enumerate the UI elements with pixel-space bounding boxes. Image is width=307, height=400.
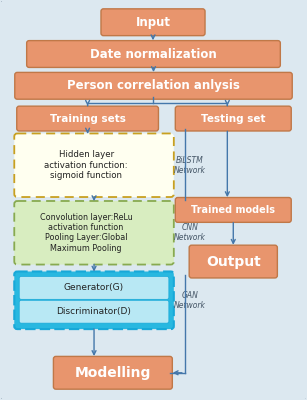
FancyBboxPatch shape (175, 198, 291, 222)
Text: BiLSTM
Network: BiLSTM Network (174, 156, 206, 175)
Text: Output: Output (206, 254, 261, 268)
FancyBboxPatch shape (19, 300, 169, 323)
Text: Person correlation anlysis: Person correlation anlysis (67, 79, 240, 92)
Text: Input: Input (135, 16, 170, 29)
Text: GAN
Network: GAN Network (174, 290, 206, 310)
Text: Testing set: Testing set (201, 114, 266, 124)
Text: Convolution layer:ReLu
activation function
Pooling Layer:Global
Maximum Pooling: Convolution layer:ReLu activation functi… (40, 213, 133, 253)
FancyBboxPatch shape (175, 106, 291, 131)
FancyBboxPatch shape (14, 134, 174, 197)
FancyBboxPatch shape (189, 245, 277, 278)
FancyBboxPatch shape (14, 201, 174, 264)
Text: CNN
Network: CNN Network (174, 223, 206, 242)
FancyBboxPatch shape (53, 356, 172, 389)
FancyBboxPatch shape (14, 272, 174, 329)
FancyBboxPatch shape (27, 41, 280, 68)
Text: Modelling: Modelling (75, 366, 151, 380)
Text: Generator(G): Generator(G) (64, 283, 124, 292)
Text: Discriminator(D): Discriminator(D) (56, 307, 131, 316)
Text: Hidden layer
activation function:
sigmoid function: Hidden layer activation function: sigmoi… (44, 150, 128, 180)
FancyBboxPatch shape (15, 72, 292, 99)
Text: Trained models: Trained models (191, 205, 275, 215)
FancyBboxPatch shape (19, 276, 169, 299)
FancyBboxPatch shape (17, 106, 158, 131)
Text: Date normalization: Date normalization (90, 48, 217, 60)
FancyBboxPatch shape (101, 9, 205, 36)
Text: Training sets: Training sets (50, 114, 126, 124)
